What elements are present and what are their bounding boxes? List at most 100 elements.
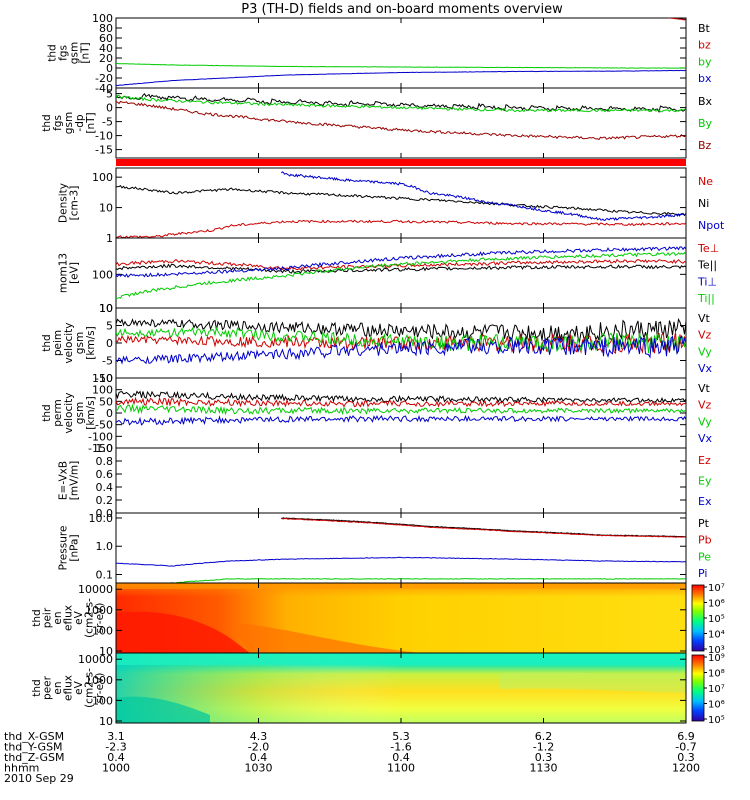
y-axis-label: gsm xyxy=(63,112,75,134)
y-tick-label: 0.4 xyxy=(96,481,114,494)
y-axis-label: fgs xyxy=(58,45,70,61)
y-axis-label: gsm xyxy=(74,332,86,354)
legend-bx: bx xyxy=(698,72,712,85)
colorbar-tick-label: 10⁸ xyxy=(708,669,725,680)
panel-peim_vel: -10 -5 0 5 10 thd peim velocity gsm [km/s] Vt Vz Vy V… xyxy=(41,302,713,385)
series-line-bx xyxy=(116,69,686,87)
y-axis-label: peer xyxy=(42,675,54,700)
ephemeris-footer: thd_X-GSM 3.1 4.3 5.3 6.2 6.9 thd_Y-GSM -2.3 -2.… xyxy=(4,730,700,785)
y-axis-label: [nPa] xyxy=(69,534,81,561)
y-axis-label: thd xyxy=(31,609,43,626)
legend-By: By xyxy=(698,117,713,130)
y-axis-label: en xyxy=(52,611,64,624)
y-tick-label: 100 xyxy=(92,624,113,637)
legend-Pb: Pb xyxy=(698,534,712,547)
y-tick-label: 5 xyxy=(106,320,113,333)
colorbar-tick-label: 10⁷ xyxy=(708,684,725,695)
y-tick-label: 1 xyxy=(106,232,113,245)
panel-frame xyxy=(115,512,687,584)
y-tick-label: -15 xyxy=(95,144,113,157)
y-axis-label: [km/s] xyxy=(85,326,97,360)
y-axis-label: [nT] xyxy=(85,112,97,133)
legend-Te||: Te|| xyxy=(697,259,717,272)
y-axis-label: [km/s] xyxy=(85,396,97,430)
y-tick-label: -40 xyxy=(95,82,113,95)
series-line-Vx xyxy=(116,334,686,365)
spectrogram-band xyxy=(500,672,686,693)
series-line-Pb xyxy=(281,517,686,538)
spectrogram-blob xyxy=(230,623,420,653)
legend-Vx: Vx xyxy=(698,362,713,375)
ephemeris-value: 6.2 xyxy=(535,730,553,743)
ephemeris-value: 0.3 xyxy=(677,751,695,764)
y-tick-label: 80 xyxy=(99,22,113,35)
series-group xyxy=(116,317,686,365)
ephemeris-value: 1000 xyxy=(102,762,130,775)
legend-Vz: Vz xyxy=(698,399,712,412)
colorbar xyxy=(691,654,705,722)
legend-Bx: Bx xyxy=(698,95,713,108)
legend-Vy: Vy xyxy=(698,345,712,358)
y-axis-label: sr-eV) xyxy=(94,673,106,704)
legend-Ni: Ni xyxy=(698,197,709,210)
series-group xyxy=(116,92,686,141)
legend-Ti⊥: Ti⊥ xyxy=(697,275,717,288)
y-tick-label: 1000 xyxy=(85,604,113,617)
ephemeris-value: 5.3 xyxy=(392,730,410,743)
y-axis-label: eflux xyxy=(63,675,75,701)
ephemeris-value: -2.3 xyxy=(105,741,126,754)
y-axis-label: thd xyxy=(41,404,53,421)
colorbar-tick-label: 10³ xyxy=(708,645,725,656)
y-axis-label: gsm xyxy=(69,42,81,64)
ephemeris-label: thd_Y-GSM xyxy=(4,741,63,754)
legend-by: by xyxy=(698,55,712,68)
ephemeris-value: 1130 xyxy=(530,762,558,775)
y-axis-label: (cm2-s- xyxy=(84,598,96,638)
y-axis-label: [mV/m] xyxy=(69,461,81,500)
legend-Te⊥: Te⊥ xyxy=(697,242,719,255)
y-tick-label: -100 xyxy=(88,430,113,443)
spectrogram-blob xyxy=(116,611,250,653)
series-line-Pi xyxy=(116,556,686,567)
y-tick-label: 100 xyxy=(92,12,113,25)
colorbar xyxy=(691,584,705,652)
series-line-Te⊥ xyxy=(116,258,686,271)
legend-Bz: Bz xyxy=(698,139,712,152)
y-tick-label: 20 xyxy=(99,52,113,65)
ephemeris-value: 0.4 xyxy=(392,751,410,764)
ephemeris-value: -0.7 xyxy=(675,741,696,754)
spectrogram-blob xyxy=(116,696,210,723)
series-line-Ni xyxy=(116,185,686,217)
colorbar-tick-label: 10⁷ xyxy=(708,583,725,594)
y-tick-label: 60 xyxy=(99,32,113,45)
y-tick-label: 0 xyxy=(106,407,113,420)
y-tick-label: 100 xyxy=(92,171,113,184)
legend-Pt: Pt xyxy=(698,517,710,530)
y-tick-label: 1.0 xyxy=(96,540,114,553)
panel-frame xyxy=(115,87,687,159)
legend-Pi: Pi xyxy=(698,567,707,580)
panel-moments: 10 100 mom13 [eV] Te⊥ Te|| Ti⊥ Ti|| xyxy=(58,237,719,315)
y-axis-label: perm xyxy=(52,399,64,427)
y-axis-label: [nT] xyxy=(80,42,92,63)
y-axis-label: Pressure xyxy=(58,526,70,571)
y-axis-label: fgs xyxy=(52,115,64,131)
y-tick-label: 10 xyxy=(99,645,113,658)
series-line-Vx xyxy=(116,414,686,426)
ephemeris-value: 4.3 xyxy=(250,730,268,743)
y-tick-label: -150 xyxy=(88,442,113,455)
series-line-Ti⊥ xyxy=(116,246,686,278)
series-line-By xyxy=(116,94,686,113)
y-tick-label: 10000 xyxy=(78,653,113,666)
legend-Pe: Pe xyxy=(698,550,711,563)
series-line-Bx xyxy=(116,92,686,114)
series-group xyxy=(116,171,686,238)
y-tick-label: 50 xyxy=(99,395,113,408)
y-tick-label: 0.8 xyxy=(96,455,114,468)
y-tick-label: 0 xyxy=(106,62,113,75)
ephemeris-value: 6.9 xyxy=(677,730,695,743)
panel-frame xyxy=(115,237,687,309)
